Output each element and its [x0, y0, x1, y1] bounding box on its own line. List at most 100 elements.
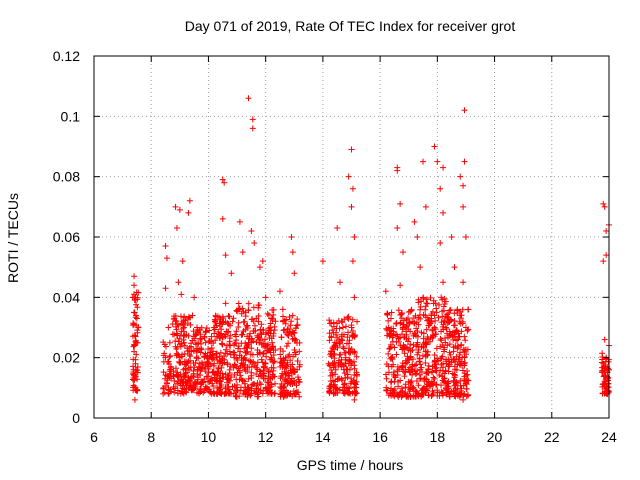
data-point — [388, 330, 395, 337]
data-point — [268, 327, 275, 334]
data-point — [331, 360, 338, 367]
data-point — [245, 375, 252, 382]
data-point — [399, 363, 406, 370]
data-point — [221, 331, 228, 338]
data-point — [439, 392, 446, 399]
data-point — [198, 364, 205, 371]
data-point — [279, 370, 286, 377]
data-point — [430, 297, 437, 304]
data-point — [133, 301, 140, 308]
data-point — [196, 390, 203, 397]
data-point — [224, 320, 231, 327]
data-point — [277, 351, 284, 358]
data-point — [196, 360, 203, 367]
data-point — [277, 384, 284, 391]
x-tick-label: 12 — [258, 429, 274, 445]
data-point — [292, 336, 299, 343]
data-point — [264, 365, 271, 372]
data-point — [352, 380, 359, 387]
data-point — [346, 357, 353, 364]
data-point — [413, 325, 420, 332]
data-point — [258, 356, 265, 363]
data-point — [457, 315, 464, 322]
data-point — [222, 350, 229, 357]
data-point — [261, 336, 268, 343]
data-point — [460, 203, 467, 210]
data-point — [280, 393, 287, 400]
data-point — [451, 374, 458, 381]
data-point — [600, 258, 607, 265]
data-point — [349, 185, 356, 192]
data-point — [195, 355, 202, 362]
data-point — [434, 387, 441, 394]
data-point — [424, 369, 431, 376]
data-point — [447, 306, 454, 313]
data-point — [180, 390, 187, 397]
data-point — [250, 327, 257, 334]
data-point — [464, 346, 471, 353]
data-point — [239, 249, 246, 256]
data-point — [441, 317, 448, 324]
data-point — [353, 371, 360, 378]
data-point — [434, 355, 441, 362]
data-point — [236, 218, 243, 225]
data-point — [293, 382, 300, 389]
data-point — [461, 354, 468, 361]
data-point — [205, 338, 212, 345]
data-point — [248, 316, 255, 323]
data-point — [217, 349, 224, 356]
data-point — [427, 338, 434, 345]
data-point — [440, 360, 447, 367]
data-point — [194, 366, 201, 373]
data-point — [423, 340, 430, 347]
data-point — [399, 362, 406, 369]
data-point — [279, 362, 286, 369]
data-point — [131, 372, 138, 379]
data-point — [291, 270, 298, 277]
data-point — [339, 319, 346, 326]
data-point — [226, 313, 233, 320]
data-point — [249, 116, 256, 123]
data-point — [340, 345, 347, 352]
data-point — [432, 365, 439, 372]
data-point — [330, 389, 337, 396]
data-point — [345, 173, 352, 180]
grid-lines — [94, 56, 609, 418]
data-point — [281, 326, 288, 333]
data-point — [333, 329, 340, 336]
data-point — [296, 348, 303, 355]
data-point — [162, 354, 169, 361]
data-point — [442, 324, 449, 331]
y-tick-label: 0.1 — [61, 108, 81, 124]
data-point — [259, 258, 266, 265]
data-point — [248, 227, 255, 234]
data-point — [238, 340, 245, 347]
data-point — [173, 330, 180, 337]
data-point — [451, 264, 458, 271]
data-point — [348, 324, 355, 331]
data-point — [263, 353, 270, 360]
data-point — [134, 376, 141, 383]
data-point — [342, 354, 349, 361]
data-point — [446, 307, 453, 314]
data-point — [227, 363, 234, 370]
data-point — [410, 342, 417, 349]
data-point — [600, 365, 607, 372]
data-point — [342, 374, 349, 381]
data-point — [189, 385, 196, 392]
data-point — [420, 294, 427, 301]
data-point — [446, 341, 453, 348]
data-point — [281, 383, 288, 390]
data-point — [383, 386, 390, 393]
data-point — [180, 328, 187, 335]
data-point — [210, 368, 217, 375]
data-point — [415, 349, 422, 356]
data-point — [262, 342, 269, 349]
data-point — [403, 393, 410, 400]
x-axis-label: GPS time / hours — [297, 457, 404, 473]
data-point — [227, 332, 234, 339]
data-point — [212, 337, 219, 344]
data-point — [428, 393, 435, 400]
data-point — [436, 372, 443, 379]
data-point — [217, 375, 224, 382]
